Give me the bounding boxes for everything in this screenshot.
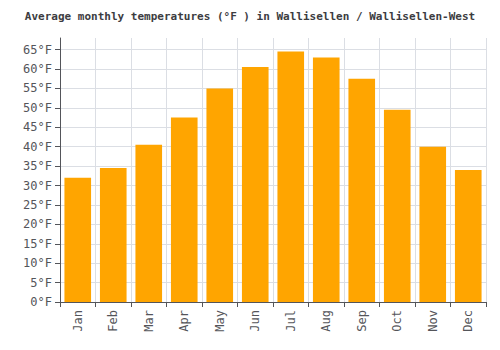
svg-text:Apr: Apr [177,310,191,332]
svg-text:Jan: Jan [71,310,85,332]
svg-text:Average monthly temperatures (: Average monthly temperatures (°F ) in Wa… [25,10,475,23]
svg-text:5°F: 5°F [30,276,52,290]
svg-text:20°F: 20°F [23,217,52,231]
svg-text:Nov: Nov [426,310,440,332]
svg-text:30°F: 30°F [23,179,52,193]
svg-text:Jul: Jul [284,310,298,332]
svg-text:15°F: 15°F [23,237,52,251]
svg-text:45°F: 45°F [23,120,52,134]
svg-text:40°F: 40°F [23,140,52,154]
svg-text:Oct: Oct [390,310,404,332]
svg-text:10°F: 10°F [23,256,52,270]
svg-text:50°F: 50°F [23,101,52,115]
svg-text:Feb: Feb [106,310,120,332]
svg-text:May: May [213,310,227,332]
svg-text:35°F: 35°F [23,159,52,173]
svg-text:Mar: Mar [142,310,156,332]
svg-text:25°F: 25°F [23,198,52,212]
svg-text:Sep: Sep [355,310,369,332]
svg-text:Jun: Jun [248,310,262,332]
svg-text:60°F: 60°F [23,62,52,76]
svg-text:Dec: Dec [461,310,475,332]
svg-text:0°F: 0°F [30,295,52,309]
svg-text:55°F: 55°F [23,81,52,95]
svg-text:Aug: Aug [319,310,333,332]
svg-text:65°F: 65°F [23,43,52,57]
